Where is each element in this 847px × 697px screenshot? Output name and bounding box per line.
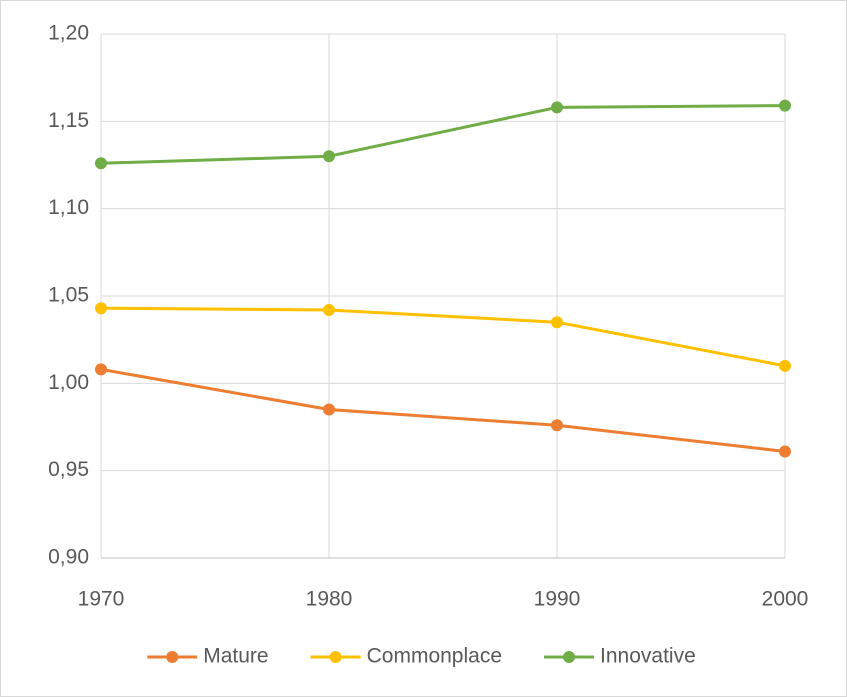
legend-marker — [166, 651, 179, 663]
legend-label: Commonplace — [367, 645, 502, 668]
y-tick-label: 1,05 — [48, 284, 89, 307]
data-point — [323, 303, 335, 316]
data-point — [779, 359, 791, 372]
y-tick-label: 1,15 — [48, 109, 89, 132]
data-point — [323, 403, 335, 416]
data-point — [551, 101, 563, 114]
legend-marker — [329, 651, 342, 663]
series-line — [100, 104, 786, 165]
legend-marker — [563, 651, 576, 663]
y-tick-label: 0,90 — [48, 546, 89, 569]
data-point — [323, 150, 335, 163]
x-tick-label: 1970 — [78, 588, 125, 611]
y-tick-label: 1,10 — [48, 196, 89, 219]
y-tick-label: 0,95 — [48, 458, 89, 481]
data-point — [95, 302, 107, 315]
data-point — [95, 363, 107, 376]
data-point — [551, 419, 563, 432]
x-tick-label: 1990 — [534, 588, 581, 611]
data-point — [779, 99, 791, 112]
legend-label: Mature — [203, 645, 268, 668]
legend-item: Commonplace — [310, 645, 502, 668]
legend-item: Innovative — [544, 645, 696, 668]
data-point — [95, 157, 107, 170]
y-tick-label: 1,00 — [48, 371, 89, 394]
legend-item: Mature — [147, 645, 269, 668]
data-point — [551, 316, 563, 329]
y-tick-label: 1,20 — [48, 22, 89, 45]
data-point — [779, 445, 791, 458]
x-tick-label: 2000 — [762, 588, 809, 611]
x-tick-label: 1980 — [306, 588, 353, 611]
series-line — [100, 367, 786, 453]
legend-label: Innovative — [600, 645, 696, 668]
series-line — [100, 306, 786, 368]
